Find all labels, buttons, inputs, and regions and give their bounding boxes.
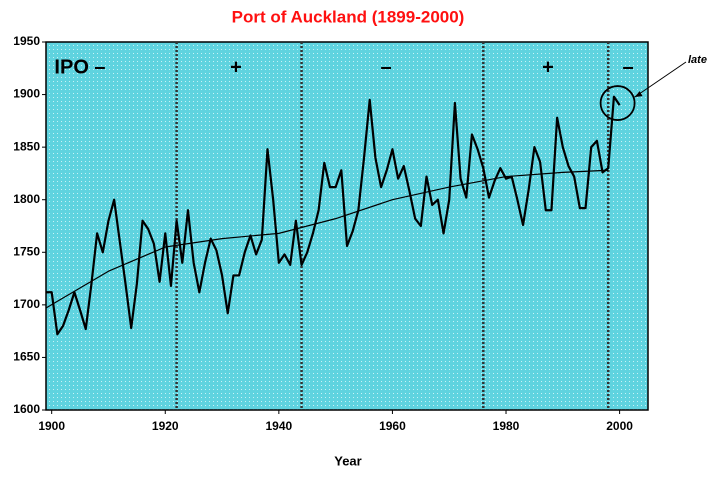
phase-label: + <box>542 56 554 78</box>
chart-title: Port of Auckland (1899-2000) <box>232 7 465 26</box>
x-tick-label: 1920 <box>152 419 179 433</box>
arrow-head <box>634 91 643 98</box>
y-tick-label: 1950 <box>13 34 40 48</box>
phase-label: – <box>380 56 391 78</box>
y-tick-label: 1750 <box>13 244 40 258</box>
y-tick-label: 1700 <box>13 297 40 311</box>
x-axis-label: Year <box>334 453 361 468</box>
x-tick-label: 2000 <box>606 419 633 433</box>
y-tick-label: 1800 <box>13 192 40 206</box>
data-line <box>46 95 621 336</box>
highlight-circle <box>599 85 636 121</box>
y-tick-label: 1600 <box>13 402 40 416</box>
x-tick-label: 1960 <box>379 419 406 433</box>
phase-label: IPO – <box>54 56 105 78</box>
y-tick-label: 1900 <box>13 87 40 101</box>
y-tick-label: 1650 <box>13 350 40 364</box>
plot-area <box>45 41 649 411</box>
phase-label: – <box>622 56 633 78</box>
trend-line <box>45 169 609 309</box>
phase-label: + <box>230 56 242 78</box>
x-tick-label: 1940 <box>265 419 292 433</box>
y-tick-label: 1850 <box>13 139 40 153</box>
annotation: late <box>688 54 707 66</box>
annotation-arrow <box>634 61 687 98</box>
x-tick-label: 1980 <box>493 419 520 433</box>
x-tick-label: 1900 <box>38 419 65 433</box>
